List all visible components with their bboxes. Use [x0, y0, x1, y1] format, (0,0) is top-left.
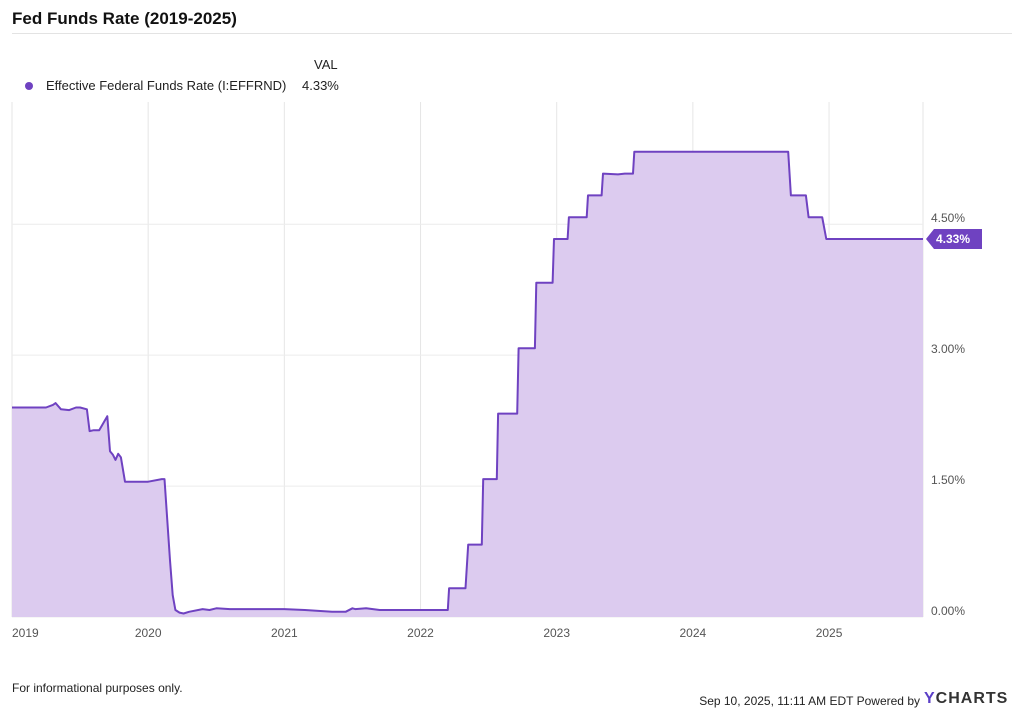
x-tick-label: 2020	[135, 626, 162, 640]
y-tick-label: 1.50%	[931, 473, 965, 487]
series-area-fill	[12, 151, 923, 618]
y-tick-label: 4.50%	[931, 211, 965, 225]
legend-dot-icon	[25, 82, 33, 90]
footnote: For informational purposes only.	[12, 681, 183, 695]
y-tick-label: 0.00%	[931, 604, 965, 618]
title-divider	[12, 33, 1012, 34]
last-value-badge: 4.33%	[926, 229, 982, 250]
ycharts-logo[interactable]: YCHARTS	[924, 690, 1008, 708]
y-axis-ticks: 0.00% 1.50% 3.00% 4.50%	[931, 211, 965, 618]
series-line	[12, 150, 923, 615]
legend-column-header: VAL	[314, 57, 338, 72]
legend-item-name: Effective Federal Funds Rate (I:EFFRND)	[46, 78, 287, 93]
logo-initial: Y	[924, 690, 936, 707]
timestamp: Sep 10, 2025, 11:11 AM EDT Powered by	[699, 694, 920, 708]
x-tick-label: 2023	[543, 626, 570, 640]
x-axis-ticks: 2019 2020 2021 2022 2023 2024 2025	[12, 626, 843, 640]
y-tick-label: 3.00%	[931, 342, 965, 356]
x-tick-label: 2025	[816, 626, 843, 640]
x-tick-label: 2021	[271, 626, 298, 640]
legend-item-value: 4.33%	[302, 78, 339, 93]
x-tick-label: 2022	[407, 626, 434, 640]
chart-title: Fed Funds Rate (2019-2025)	[12, 9, 237, 28]
x-tick-label: 2024	[680, 626, 707, 640]
logo-text: CHARTS	[935, 690, 1009, 707]
last-value-badge-shape	[926, 229, 982, 250]
last-value-label: 4.33%	[936, 232, 970, 246]
x-tick-label: 2019	[12, 626, 39, 640]
